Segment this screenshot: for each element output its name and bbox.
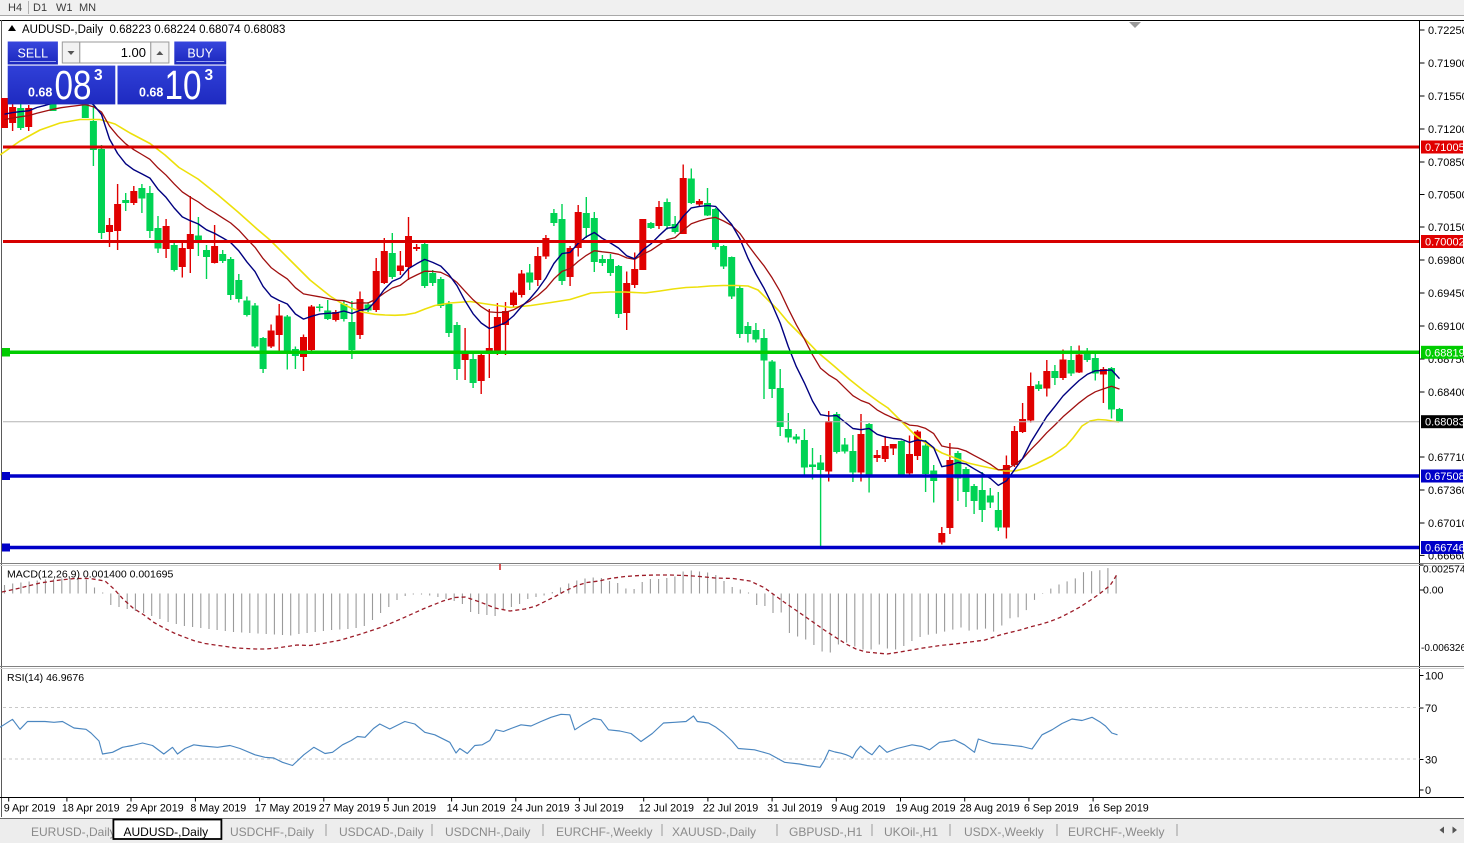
svg-text:MN: MN (79, 2, 96, 14)
svg-text:0.70850: 0.70850 (1428, 157, 1464, 169)
svg-text:28 Aug 2019: 28 Aug 2019 (960, 803, 1020, 815)
svg-text:27 May 2019: 27 May 2019 (319, 803, 381, 815)
svg-text:19 Aug 2019: 19 Aug 2019 (896, 803, 956, 815)
svg-text:0.71005: 0.71005 (1425, 142, 1464, 154)
svg-text:0.00: 0.00 (1423, 585, 1444, 597)
svg-text:0.71900: 0.71900 (1428, 58, 1464, 70)
svg-text:24 Jun 2019: 24 Jun 2019 (511, 803, 570, 815)
svg-text:0.72250: 0.72250 (1428, 25, 1464, 37)
svg-text:W1: W1 (56, 2, 73, 14)
svg-text:UKOil-,H1: UKOil-,H1 (884, 825, 938, 839)
svg-text:30: 30 (1425, 755, 1437, 767)
svg-text:9 Aug 2019: 9 Aug 2019 (831, 803, 885, 815)
svg-text:22 Jul 2019: 22 Jul 2019 (703, 803, 758, 815)
svg-text:3: 3 (205, 67, 214, 84)
svg-text:0.68400: 0.68400 (1428, 387, 1464, 399)
svg-text:18 Apr 2019: 18 Apr 2019 (62, 803, 120, 815)
svg-text:70: 70 (1425, 703, 1437, 715)
svg-text:0.68819: 0.68819 (1425, 347, 1464, 359)
svg-text:0.70500: 0.70500 (1428, 190, 1464, 202)
svg-text:EURCHF-,Weekly: EURCHF-,Weekly (556, 825, 652, 839)
svg-text:12 Jul 2019: 12 Jul 2019 (639, 803, 694, 815)
svg-text:MACD(12,26,9) 0.001400 0.00169: MACD(12,26,9) 0.001400 0.001695 (7, 569, 174, 581)
svg-text:0.71550: 0.71550 (1428, 91, 1464, 103)
svg-text:USDCNH-,Daily: USDCNH-,Daily (445, 825, 530, 839)
svg-text:3 Jul 2019: 3 Jul 2019 (574, 803, 623, 815)
svg-text:0.70002: 0.70002 (1425, 237, 1464, 249)
svg-text:USDCHF-,Daily: USDCHF-,Daily (230, 825, 314, 839)
svg-text:0.67508: 0.67508 (1425, 471, 1464, 483)
svg-text:GBPUSD-,H1: GBPUSD-,H1 (789, 825, 863, 839)
svg-text:16 Sep 2019: 16 Sep 2019 (1088, 803, 1149, 815)
svg-text:0.71200: 0.71200 (1428, 124, 1464, 136)
svg-text:RSI(14) 46.9676: RSI(14) 46.9676 (7, 672, 84, 684)
svg-text:AUDUSD-,Daily: AUDUSD-,Daily (124, 825, 209, 839)
svg-text:6 Sep 2019: 6 Sep 2019 (1024, 803, 1079, 815)
svg-text:10: 10 (165, 62, 202, 108)
svg-text:AUDUSD-,Daily 0.68223 0.68224: AUDUSD-,Daily 0.68223 0.68224 0.68074 0.… (22, 24, 285, 36)
svg-text:9 Apr 2019: 9 Apr 2019 (4, 803, 56, 815)
svg-text:8 May 2019: 8 May 2019 (190, 803, 246, 815)
svg-text:EURCHF-,Weekly: EURCHF-,Weekly (1068, 825, 1164, 839)
svg-text:SELL: SELL (18, 47, 49, 61)
svg-text:0.002574: 0.002574 (1423, 565, 1464, 576)
svg-text:0.70150: 0.70150 (1428, 222, 1464, 234)
svg-text:3: 3 (94, 67, 103, 84)
svg-text:0.68083: 0.68083 (1425, 417, 1464, 429)
svg-text:1.00: 1.00 (121, 45, 146, 60)
svg-text:BUY: BUY (187, 47, 213, 61)
svg-text:H4: H4 (8, 2, 22, 14)
svg-text:-0.006326: -0.006326 (1421, 643, 1464, 654)
svg-text:D1: D1 (33, 2, 47, 14)
svg-text:0.69100: 0.69100 (1428, 321, 1464, 333)
svg-text:31 Jul 2019: 31 Jul 2019 (767, 803, 822, 815)
svg-text:0: 0 (1425, 785, 1431, 797)
svg-text:USDX-,Weekly: USDX-,Weekly (964, 825, 1044, 839)
svg-text:08: 08 (55, 62, 92, 108)
svg-text:0.68: 0.68 (139, 86, 163, 100)
svg-text:0.66746: 0.66746 (1425, 543, 1464, 555)
svg-text:0.67010: 0.67010 (1428, 518, 1464, 530)
svg-text:0.67710: 0.67710 (1428, 452, 1464, 464)
svg-text:USDCAD-,Daily: USDCAD-,Daily (339, 825, 424, 839)
svg-text:0.68: 0.68 (28, 86, 52, 100)
svg-text:0.67360: 0.67360 (1428, 485, 1464, 497)
svg-text:0.69450: 0.69450 (1428, 288, 1464, 300)
svg-text:EURUSD-,Daily: EURUSD-,Daily (31, 825, 116, 839)
svg-text:0.69800: 0.69800 (1428, 255, 1464, 267)
svg-text:100: 100 (1425, 671, 1443, 683)
svg-text:5 Jun 2019: 5 Jun 2019 (383, 803, 436, 815)
svg-text:29 Apr 2019: 29 Apr 2019 (126, 803, 184, 815)
svg-text:14 Jun 2019: 14 Jun 2019 (447, 803, 506, 815)
svg-text:17 May 2019: 17 May 2019 (255, 803, 317, 815)
svg-text:XAUUSD-,Daily: XAUUSD-,Daily (672, 825, 756, 839)
